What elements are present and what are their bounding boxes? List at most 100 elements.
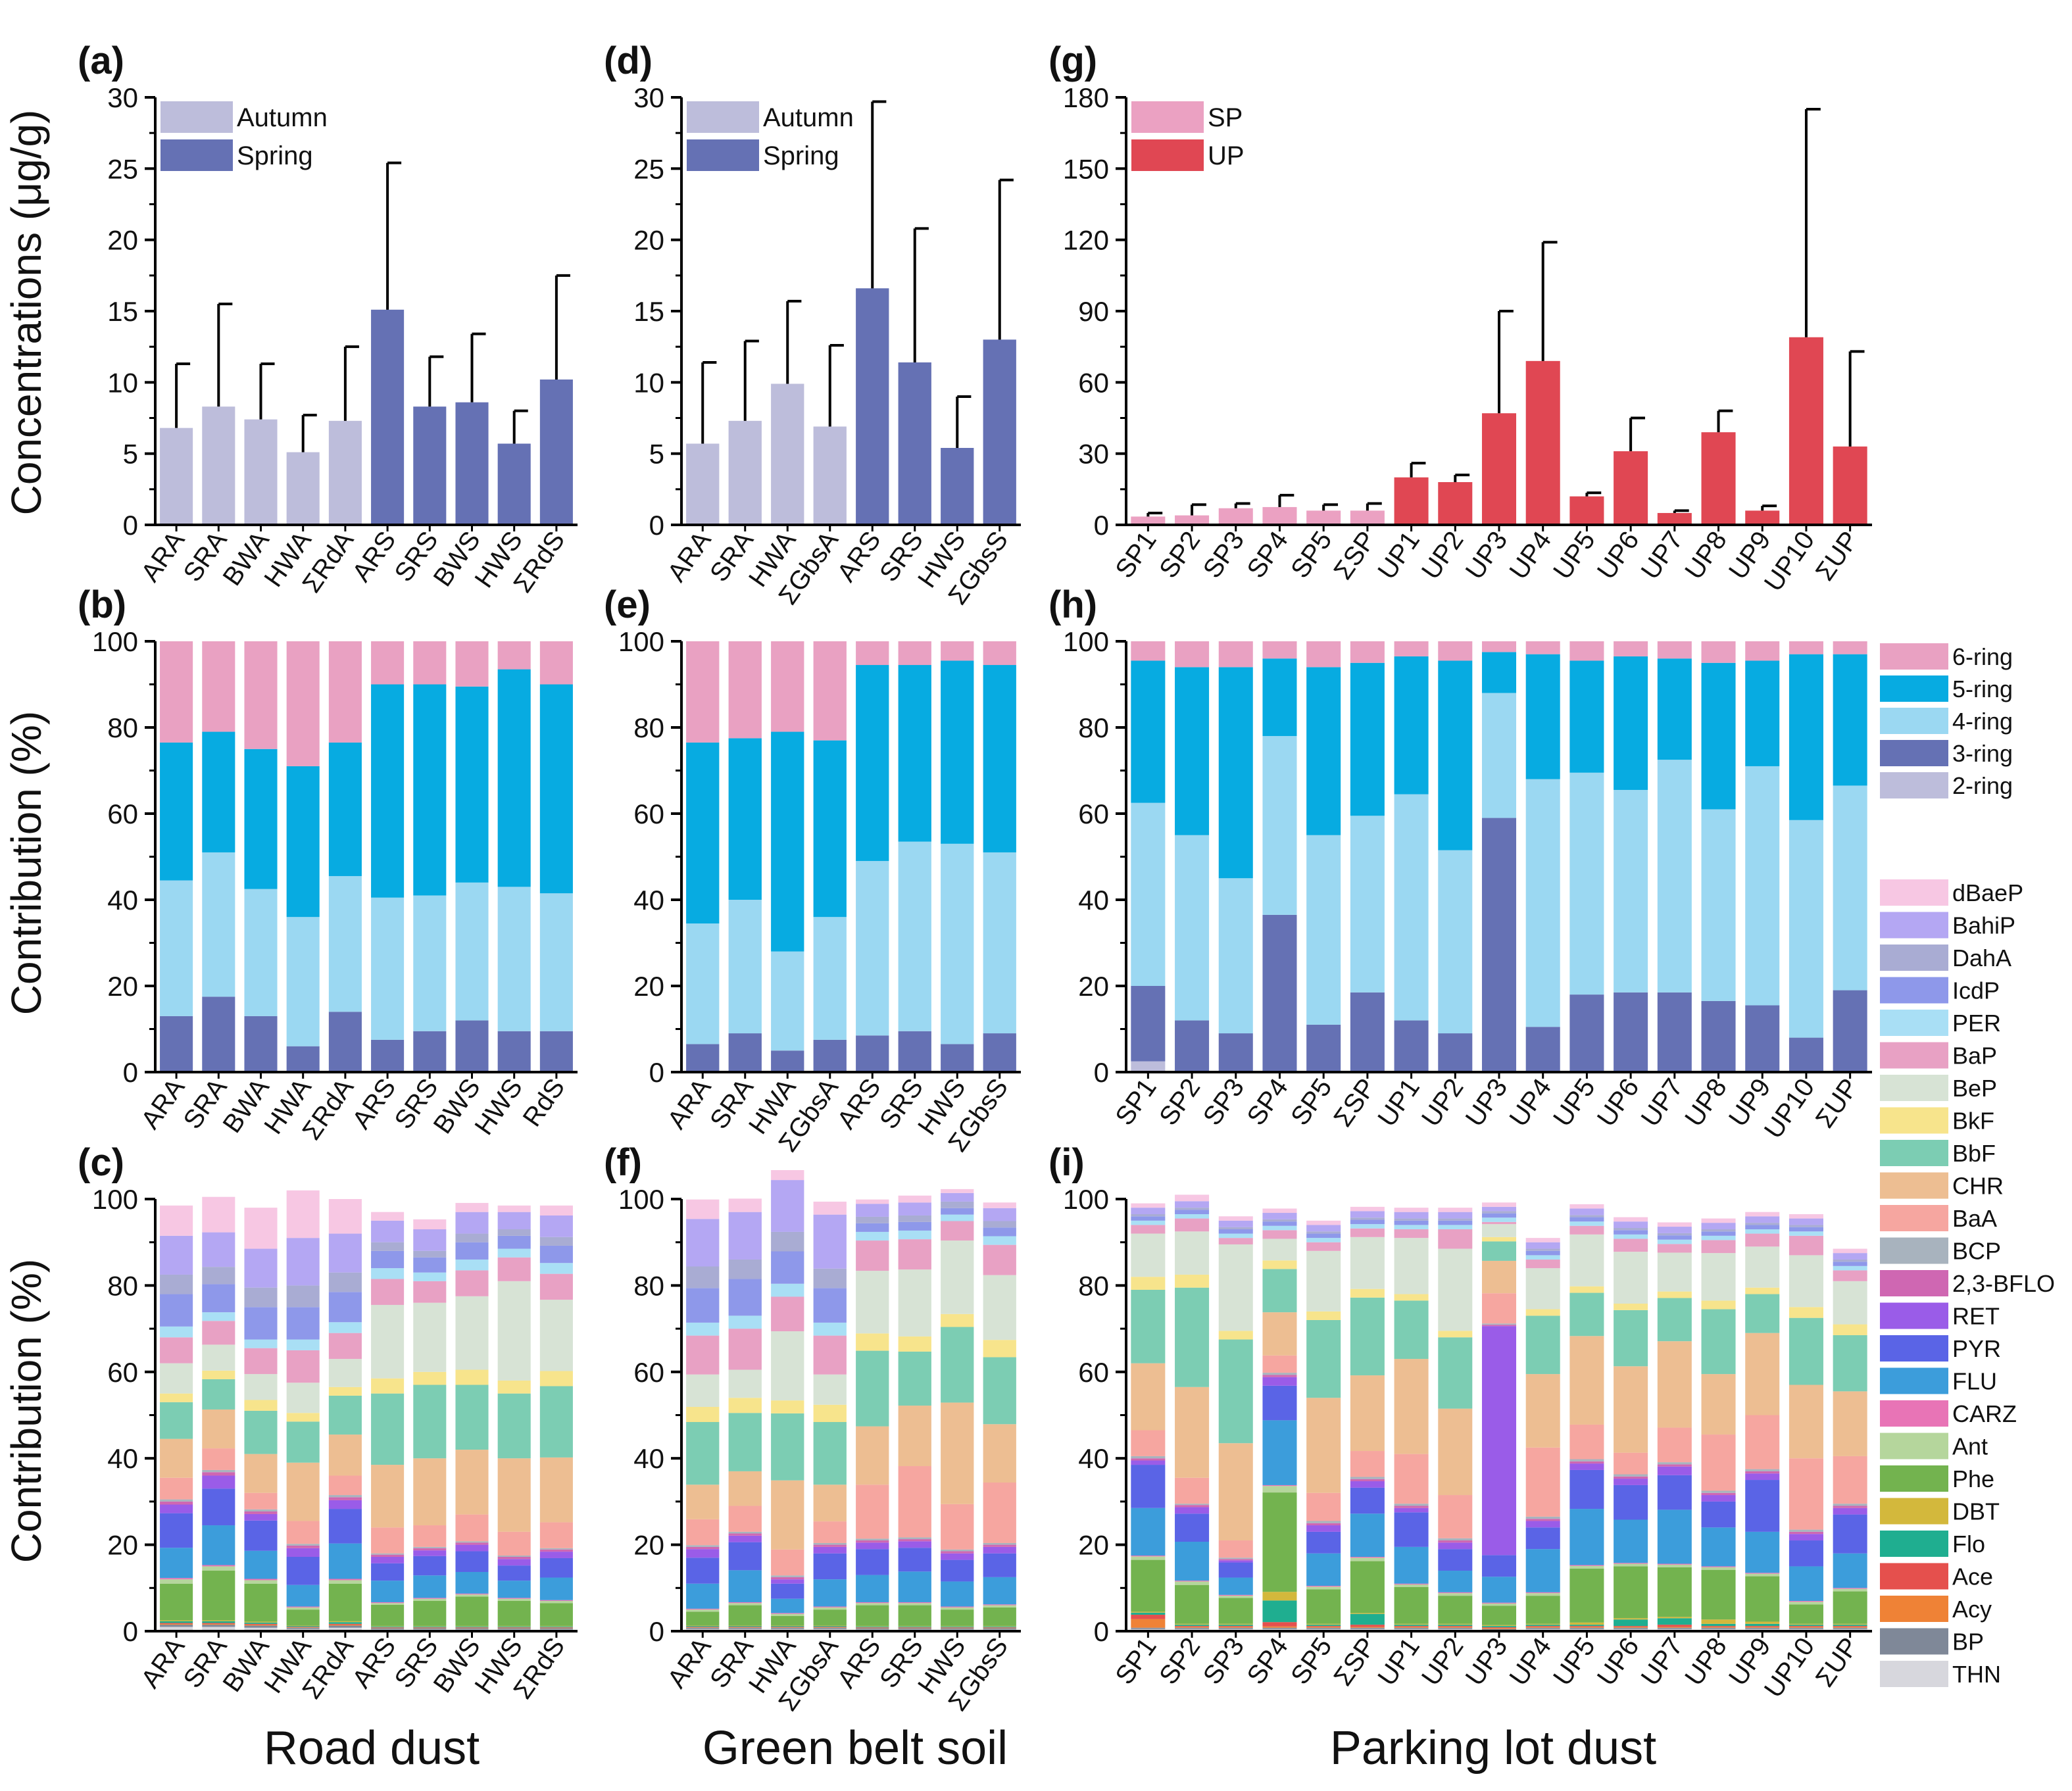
segment-BeP-HWA (286, 1383, 320, 1413)
y-tick-label: 80 (633, 1270, 664, 1301)
segment-BCP-ΣRdS (539, 1548, 573, 1550)
segment-DBT-UP8 (1701, 1619, 1736, 1624)
segment-PER-HWA (286, 1339, 320, 1350)
segment-IcdP-UP1 (1394, 1220, 1429, 1225)
segment-PER-BWS (455, 1259, 489, 1271)
segment-DahA-HWA (286, 1285, 320, 1308)
segment-BaA-HWS (497, 1531, 531, 1556)
segment-BaP-UP3 (1481, 1221, 1517, 1225)
segment-6-ring-UP10 (1788, 641, 1823, 654)
segment-DBT-UP4 (1525, 1623, 1560, 1625)
segment-FLU-ΣUP (1833, 1553, 1867, 1588)
legend-label-RET: RET (1952, 1303, 2000, 1330)
segment-Flo-ΣGbsA (813, 1626, 847, 1627)
y-tick-label: 15 (107, 296, 138, 327)
segment-FLU-ΣRdA (328, 1543, 362, 1579)
segment-4-ring-SP2 (1175, 835, 1210, 1021)
segment-Flo-UP2 (1438, 1625, 1473, 1627)
segment-PYR-SP5 (1306, 1531, 1341, 1554)
segment-3-ring-UP7 (1657, 992, 1692, 1072)
segment-BCP-UP4 (1525, 1516, 1560, 1519)
bar-UP4 (1525, 360, 1560, 525)
segment-BbF-ARA (160, 1402, 193, 1439)
y-tick-label: 80 (633, 712, 664, 743)
segment-BahiP-SP1 (1131, 1208, 1166, 1214)
panel-a: (a)ARASRABWAHWAΣRdAARSSRSBWSHWSΣRdS05101… (78, 39, 578, 598)
segment-4-ring-SRA (728, 900, 762, 1034)
segment-PYR-SP2 (1175, 1513, 1210, 1542)
legend-swatch-BCP (1880, 1237, 1948, 1264)
legend-label-BaA: BaA (1952, 1205, 1997, 1232)
segment-RET-SP1 (1131, 1460, 1166, 1465)
segment-RET-UP8 (1701, 1495, 1736, 1502)
legend-swatch-BahiP (1880, 912, 1948, 939)
bar-ΣRdS (539, 380, 573, 525)
segment-Ace-UP10 (1788, 1626, 1823, 1627)
legend-swatch-3-ring (1880, 740, 1948, 766)
bar-ΣGbsA (813, 426, 847, 525)
x-tick-label-ARS: ARS (831, 1073, 886, 1135)
segment-Ant-ΣRdS (539, 1601, 573, 1604)
segment-BbF-HWS (497, 1393, 531, 1459)
segment-BkF-SRA (728, 1398, 762, 1413)
legend-label-Autumn: Autumn (763, 103, 854, 132)
panel-label: (g) (1048, 39, 1097, 82)
segment-IcdP-BWA (244, 1307, 278, 1340)
segment-DBT-ARS (371, 1626, 405, 1627)
segment-FLU-SP2 (1175, 1542, 1210, 1581)
segment-BahiP-SRA (202, 1232, 235, 1267)
legend-label-4-ring: 4-ring (1952, 708, 2013, 735)
segment-FLU-HWS (497, 1581, 531, 1598)
segment-BahiP-SP5 (1306, 1225, 1341, 1232)
segment-CHR-HWA (286, 1462, 320, 1521)
segment-BCP-SP4 (1262, 1373, 1297, 1375)
y-axis-title-contribution-bottom: Contribution (%) (3, 1259, 50, 1563)
y-tick-label: 0 (649, 1057, 664, 1088)
segment-RET-ARS (856, 1542, 889, 1550)
segment-BaP-HWS (941, 1221, 974, 1241)
segment-PER-ΣRdA (328, 1322, 362, 1333)
legend-label-Spring: Spring (763, 141, 839, 170)
segment-FLU-BWA (244, 1550, 278, 1579)
segment-DBT-SP5 (1306, 1623, 1341, 1625)
segment-BP-ΣGbsA (813, 1627, 847, 1629)
segment-PYR-HWS (941, 1559, 974, 1582)
segment-DahA-BWA (244, 1287, 278, 1308)
segment-Ace-SRS (898, 1627, 931, 1628)
segment-IcdP-ΣSP (1350, 1219, 1385, 1225)
segment-CHR-UP9 (1745, 1333, 1780, 1415)
segment-5-ring-UP6 (1614, 656, 1648, 790)
segment-Acy-HWS (941, 1627, 974, 1629)
segment-PYR-ΣSP (1350, 1487, 1385, 1514)
y-tick-label: 20 (1078, 1530, 1109, 1561)
segment-dBaeP-SRS (413, 1219, 447, 1229)
segment-Phe-ARA (160, 1583, 193, 1621)
segment-6-ring-UP3 (1481, 641, 1517, 652)
segment-IcdP-SRA (202, 1284, 235, 1313)
segment-CHR-UP4 (1525, 1374, 1560, 1448)
segment-Phe-HWA (286, 1609, 320, 1626)
segment-BP-SP3 (1218, 1627, 1253, 1629)
segment-BP-ARS (856, 1628, 889, 1630)
segment-Flo-UP5 (1569, 1625, 1604, 1627)
segment-4-ring-UP10 (1788, 820, 1823, 1038)
segment-BaA-ARS (856, 1484, 889, 1539)
segment-5-ring-HWA (771, 731, 804, 952)
segment-Ant-HWS (497, 1598, 531, 1602)
segment-BkF-ARS (856, 1333, 889, 1351)
segment-dBaeP-ARA (160, 1205, 193, 1236)
segment-5-ring-ΣGbsS (983, 665, 1016, 852)
segment-dBaeP-SP1 (1131, 1203, 1166, 1208)
segment-BkF-UP6 (1614, 1303, 1648, 1310)
segment-6-ring-SRA (728, 641, 762, 739)
segment-RET-ARA (686, 1549, 720, 1558)
y-tick-label: 120 (1063, 225, 1109, 256)
segment-BaA-UP3 (1481, 1293, 1517, 1324)
segment-BP-ΣRdS (539, 1628, 573, 1630)
x-tick-label-ARS: ARS (347, 1632, 401, 1694)
segment-BaP-BWS (455, 1270, 489, 1296)
segment-Ant-SP3 (1218, 1596, 1253, 1598)
y-tick-label: 30 (107, 82, 138, 113)
segment-5-ring-UP8 (1701, 662, 1736, 810)
segment-Ant-UP7 (1657, 1564, 1692, 1567)
